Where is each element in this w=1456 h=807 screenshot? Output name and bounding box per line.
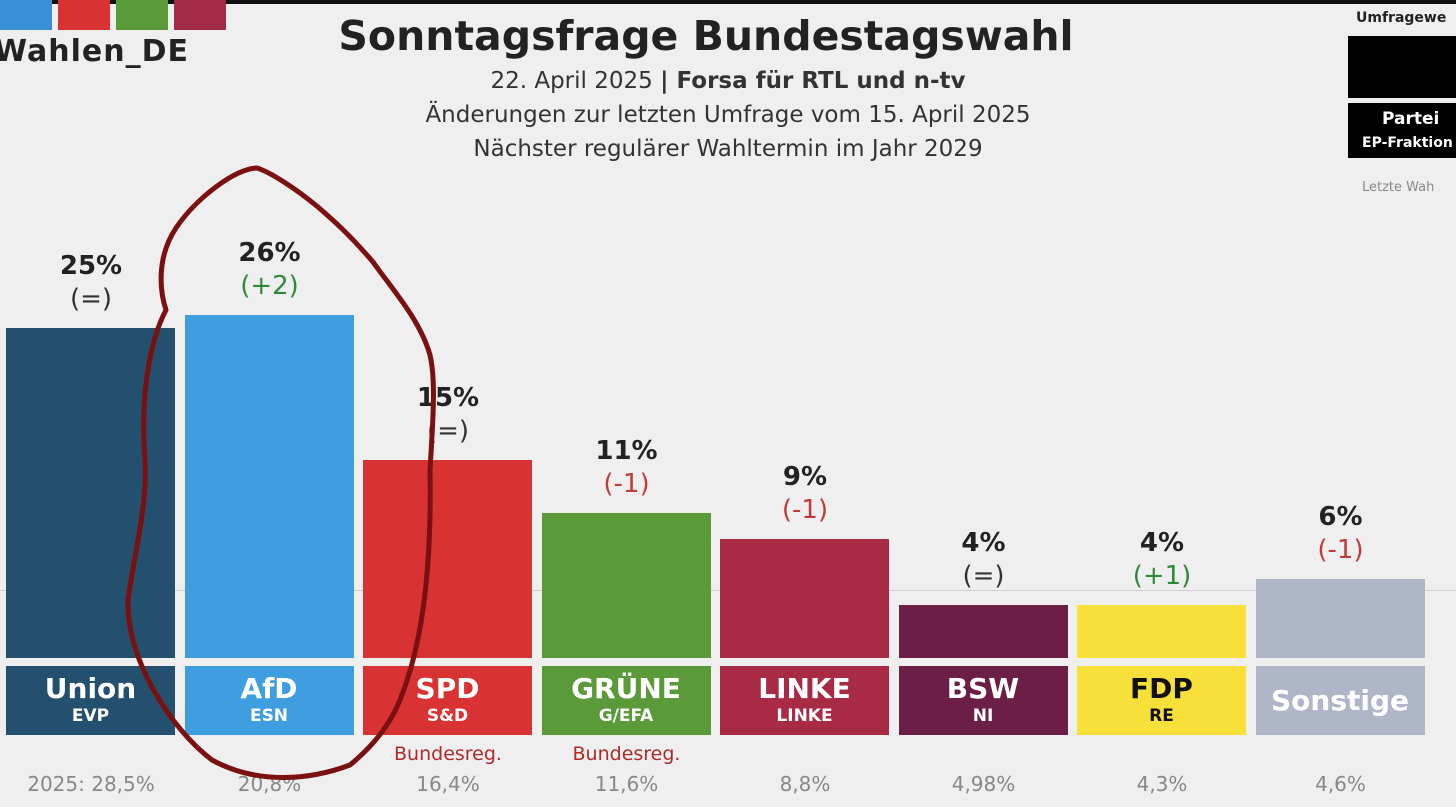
subtitle-changes: Änderungen zur letzten Umfrage vom 15. A… <box>425 102 1031 128</box>
change-label-union: (=) <box>69 284 113 314</box>
ep-group-union: EVP <box>71 706 110 726</box>
party-plate-fdp: FDP RE <box>1077 666 1246 735</box>
previous-result-fdp: 4,3% <box>1136 772 1188 796</box>
ep-group-bsw: NI <box>972 706 994 726</box>
bar-afd <box>184 314 354 658</box>
bar-linke <box>720 539 889 658</box>
subtitle-separator: | <box>660 68 677 94</box>
party-name-union: Union <box>44 672 137 705</box>
top-border <box>0 0 1456 4</box>
party-plate-sonstige: Sonstige <box>1255 666 1425 735</box>
change-label-afd: (+2) <box>240 270 299 301</box>
party-name-spd: SPD <box>415 672 480 705</box>
logo-color-block-1 <box>0 0 52 30</box>
subtitle-source: Forsa für RTL und n-tv <box>676 68 966 94</box>
ep-group-spd: S&D <box>426 706 469 726</box>
subtitle-next-election: Nächster regulärer Wahltermin im Jahr 20… <box>473 136 983 162</box>
ep-group-afd: ESN <box>249 706 289 726</box>
previous-result-linke: 8,8% <box>779 772 831 796</box>
bar-sonstige <box>1255 578 1425 658</box>
bar-bsw <box>898 605 1068 658</box>
change-label-spd: (=) <box>426 416 470 446</box>
party-name-gr-ne: GRÜNE <box>571 672 681 705</box>
ep-group-linke: LINKE <box>776 706 833 726</box>
party-name-linke: LINKE <box>758 672 851 705</box>
change-label-fdp: (+1) <box>1132 561 1192 592</box>
change-label-bsw: (=) <box>962 561 1005 592</box>
previous-result-bsw: 4,98% <box>951 772 1016 796</box>
value-label-bsw: 4% <box>961 528 1006 559</box>
change-label-sonstige: (-1) <box>1317 534 1364 565</box>
party-plate-afd: AfD ESN <box>184 666 354 735</box>
value-label-sonstige: 6% <box>1318 501 1363 532</box>
bar-union <box>6 328 175 658</box>
logo-color-block-2 <box>58 0 110 30</box>
subtitle-date-source: 22. April 2025 | Forsa für RTL und n-tv <box>0 68 1456 94</box>
previous-result-union: 2025: 28,5% <box>27 772 155 796</box>
value-label-linke: 9% <box>782 462 828 493</box>
logo-color-block-4 <box>174 0 226 30</box>
party-plate-linke: LINKE LINKE <box>720 666 889 735</box>
chart-title: Sonntagsfrage Bundestagswahl <box>0 12 1456 60</box>
logo-color-block-3 <box>116 0 168 30</box>
logo-color-strip <box>0 0 232 30</box>
previous-result-spd: 16,4% <box>416 772 480 796</box>
value-label-union: 25% <box>59 251 123 281</box>
value-label-fdp: 4% <box>1139 528 1185 559</box>
legend-ep: EP-Fraktion <box>1362 135 1453 151</box>
party-name-afd: AfD <box>240 672 298 705</box>
change-label-linke: (-1) <box>781 495 829 526</box>
value-label-spd: 15% <box>416 383 480 413</box>
legend-label: Umfragewe <box>1356 10 1447 26</box>
party-plate-spd: SPD S&D <box>363 666 532 735</box>
legend-party: Partei <box>1382 109 1440 129</box>
previous-result-sonstige: 4,6% <box>1315 772 1366 796</box>
government-label-spd: Bundesreg. <box>394 743 502 765</box>
party-name-sonstige: Sonstige <box>1270 684 1410 717</box>
party-name-bsw: BSW <box>946 672 1020 705</box>
bar-gr-ne <box>541 512 711 658</box>
logo-text: Wahlen_DE <box>0 34 190 69</box>
value-label-gr-ne: 11% <box>595 435 658 466</box>
previous-result-afd: 20,8% <box>237 772 302 796</box>
change-label-gr-ne: (-1) <box>603 468 650 499</box>
legend-swatch <box>1348 36 1456 98</box>
value-label-afd: 26% <box>238 237 301 268</box>
party-plate-bsw: BSW NI <box>898 666 1068 735</box>
party-plate-union: Union EVP <box>6 666 175 735</box>
legend-party-box: Partei EP-Fraktion <box>1348 103 1456 158</box>
previous-result-gr-ne: 11,6% <box>594 772 659 796</box>
legend-last-election: Letzte Wah <box>1362 180 1435 195</box>
party-plate-gr-ne: GRÜNE G/EFA <box>541 666 711 735</box>
government-label-gr-ne: Bundesreg. <box>572 743 681 765</box>
subtitle-date: 22. April 2025 <box>490 68 653 94</box>
party-name-fdp: FDP <box>1130 672 1193 705</box>
chart-title-text: Sonntagsfrage Bundestagswahl <box>338 12 1074 60</box>
ep-group-gr-ne: G/EFA <box>598 706 654 726</box>
bar-spd <box>363 460 532 658</box>
bar-fdp <box>1077 605 1246 658</box>
ep-group-fdp: RE <box>1149 706 1174 726</box>
